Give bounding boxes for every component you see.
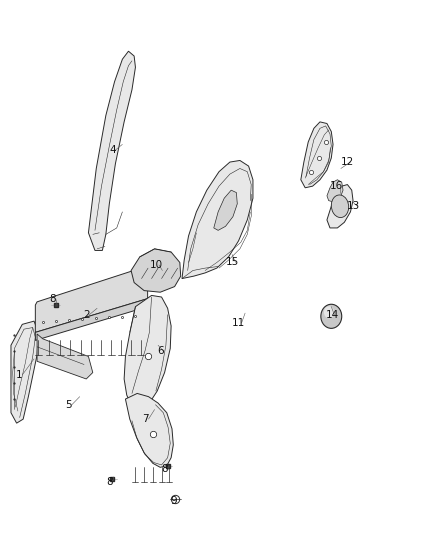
Text: 13: 13 <box>347 201 360 211</box>
Text: 8: 8 <box>106 477 113 487</box>
Ellipse shape <box>331 195 349 217</box>
Polygon shape <box>327 184 353 228</box>
Text: 15: 15 <box>226 257 239 268</box>
Text: 8: 8 <box>161 464 168 474</box>
Polygon shape <box>125 393 173 467</box>
Polygon shape <box>214 190 237 230</box>
Polygon shape <box>327 180 343 202</box>
Polygon shape <box>37 334 93 379</box>
Text: 7: 7 <box>142 414 148 424</box>
Text: 9: 9 <box>170 496 177 506</box>
Text: 2: 2 <box>83 310 89 320</box>
Polygon shape <box>35 298 148 341</box>
Text: 8: 8 <box>49 294 56 304</box>
Ellipse shape <box>324 306 334 318</box>
Text: 16: 16 <box>330 181 343 191</box>
Polygon shape <box>11 321 39 423</box>
Polygon shape <box>88 51 135 251</box>
Text: 5: 5 <box>66 400 72 410</box>
Polygon shape <box>124 295 171 409</box>
Polygon shape <box>131 249 181 292</box>
Text: 12: 12 <box>341 157 354 167</box>
Polygon shape <box>301 122 333 188</box>
Ellipse shape <box>321 304 342 328</box>
Polygon shape <box>35 266 148 333</box>
Text: 1: 1 <box>15 370 22 380</box>
Text: 14: 14 <box>325 310 339 320</box>
Polygon shape <box>182 160 253 279</box>
Text: 11: 11 <box>232 318 245 328</box>
Text: 10: 10 <box>149 260 162 270</box>
Text: 4: 4 <box>109 145 116 155</box>
Text: 6: 6 <box>157 346 163 356</box>
